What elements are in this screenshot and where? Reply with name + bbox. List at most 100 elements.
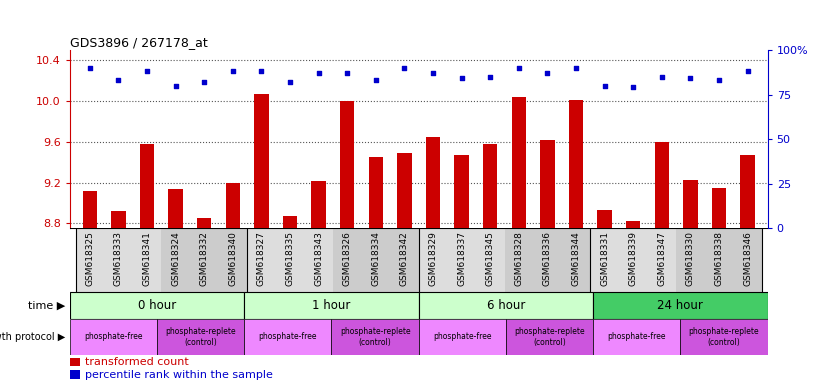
- Point: [255, 68, 268, 74]
- Text: GSM618337: GSM618337: [457, 231, 466, 286]
- Text: 1 hour: 1 hour: [312, 299, 351, 312]
- Bar: [447, 228, 476, 292]
- Point: [484, 74, 497, 80]
- Point: [741, 68, 754, 74]
- Text: GSM618332: GSM618332: [200, 231, 209, 286]
- Bar: [305, 228, 333, 292]
- Point: [112, 77, 125, 83]
- Bar: [283, 216, 297, 228]
- Text: GSM618338: GSM618338: [714, 231, 723, 286]
- Bar: [340, 101, 355, 228]
- Text: phosphate-replete
(control): phosphate-replete (control): [340, 327, 410, 347]
- Bar: [533, 228, 562, 292]
- Bar: [133, 228, 161, 292]
- Point: [455, 75, 468, 81]
- Text: GSM618339: GSM618339: [629, 231, 638, 286]
- Point: [426, 70, 439, 76]
- Bar: [140, 144, 154, 228]
- Text: GSM618340: GSM618340: [228, 231, 237, 286]
- Bar: [157, 319, 245, 355]
- Point: [398, 65, 411, 71]
- Text: GSM618345: GSM618345: [486, 231, 495, 286]
- Bar: [741, 155, 754, 228]
- Text: GSM618335: GSM618335: [286, 231, 295, 286]
- Text: GSM618334: GSM618334: [371, 231, 380, 286]
- Text: GSM618336: GSM618336: [543, 231, 552, 286]
- Point: [369, 77, 383, 83]
- Point: [140, 68, 154, 74]
- Bar: [712, 188, 726, 228]
- Text: 6 hour: 6 hour: [487, 299, 525, 312]
- Bar: [476, 228, 505, 292]
- Bar: [245, 319, 332, 355]
- Bar: [505, 228, 533, 292]
- Bar: [218, 228, 247, 292]
- Bar: [704, 228, 733, 292]
- Bar: [540, 140, 554, 228]
- Text: GSM618330: GSM618330: [686, 231, 695, 286]
- Text: 0 hour: 0 hour: [138, 299, 177, 312]
- Text: GSM618329: GSM618329: [429, 231, 438, 286]
- Bar: [619, 228, 648, 292]
- Text: transformed count: transformed count: [85, 357, 189, 367]
- Text: phosphate-free: phosphate-free: [433, 333, 492, 341]
- Bar: [506, 319, 594, 355]
- Bar: [626, 221, 640, 228]
- Bar: [390, 228, 419, 292]
- Bar: [245, 292, 419, 319]
- Text: phosphate-replete
(control): phosphate-replete (control): [514, 327, 585, 347]
- Text: GSM618342: GSM618342: [400, 231, 409, 286]
- Bar: [161, 228, 190, 292]
- Text: phosphate-free: phosphate-free: [259, 333, 317, 341]
- Text: time ▶: time ▶: [29, 300, 66, 310]
- Point: [312, 70, 325, 76]
- Text: GSM618341: GSM618341: [143, 231, 152, 286]
- Text: phosphate-replete
(control): phosphate-replete (control): [165, 327, 236, 347]
- Bar: [681, 319, 768, 355]
- Bar: [677, 228, 704, 292]
- Bar: [455, 155, 469, 228]
- Text: GSM618346: GSM618346: [743, 231, 752, 286]
- Bar: [733, 228, 762, 292]
- Bar: [648, 228, 677, 292]
- Bar: [226, 182, 240, 228]
- Text: GSM618344: GSM618344: [571, 231, 580, 286]
- Bar: [598, 210, 612, 228]
- Bar: [419, 292, 594, 319]
- Bar: [593, 292, 768, 319]
- Point: [626, 84, 640, 91]
- Bar: [255, 94, 268, 228]
- Text: phosphate-free: phosphate-free: [608, 333, 666, 341]
- Point: [512, 65, 525, 71]
- Bar: [104, 228, 133, 292]
- Text: 24 hour: 24 hour: [658, 299, 704, 312]
- Text: percentile rank within the sample: percentile rank within the sample: [85, 370, 273, 380]
- Bar: [83, 191, 97, 228]
- Bar: [511, 97, 526, 228]
- Bar: [276, 228, 305, 292]
- Bar: [590, 228, 619, 292]
- Bar: [569, 100, 583, 228]
- Bar: [419, 228, 447, 292]
- Point: [598, 83, 611, 89]
- Text: GSM618327: GSM618327: [257, 231, 266, 286]
- Bar: [562, 228, 590, 292]
- Text: GSM618326: GSM618326: [342, 231, 351, 286]
- Text: GSM618331: GSM618331: [600, 231, 609, 286]
- Bar: [361, 228, 390, 292]
- Point: [684, 75, 697, 81]
- Bar: [654, 142, 669, 228]
- Bar: [70, 358, 80, 366]
- Text: growth protocol ▶: growth protocol ▶: [0, 332, 66, 342]
- Bar: [247, 228, 276, 292]
- Text: GDS3896 / 267178_at: GDS3896 / 267178_at: [70, 36, 208, 49]
- Point: [570, 65, 583, 71]
- Bar: [397, 153, 411, 228]
- Point: [169, 83, 182, 89]
- Bar: [426, 137, 440, 228]
- Point: [655, 74, 668, 80]
- Bar: [332, 319, 419, 355]
- Text: GSM618333: GSM618333: [114, 231, 123, 286]
- Bar: [483, 144, 498, 228]
- Point: [713, 77, 726, 83]
